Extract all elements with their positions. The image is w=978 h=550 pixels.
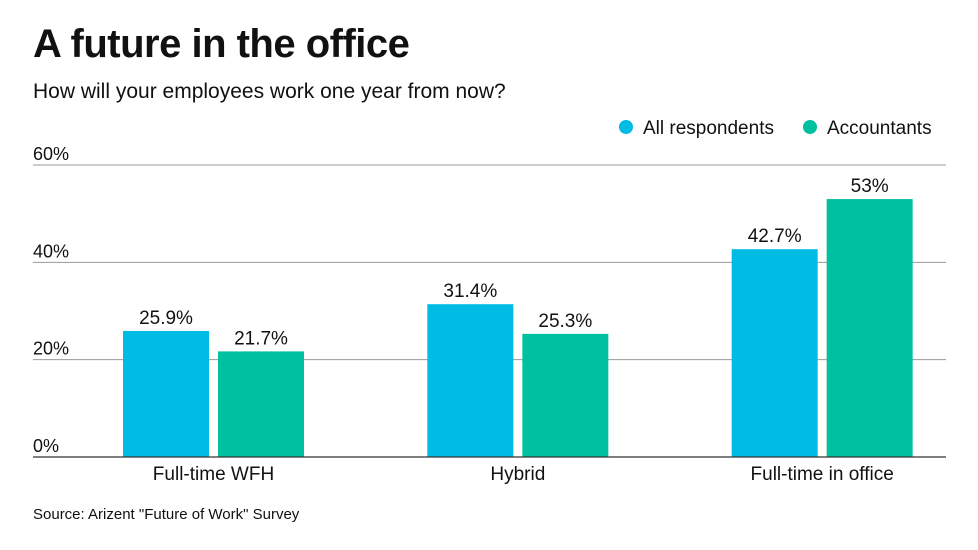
legend-marker: [803, 120, 817, 134]
legend-marker: [619, 120, 633, 134]
chart-title: A future in the office: [33, 22, 410, 66]
data-label: 25.3%: [538, 311, 592, 332]
x-category-label: Full-time in office: [751, 464, 894, 485]
y-tick-label: 0%: [33, 436, 59, 456]
data-label: 42.7%: [748, 226, 802, 247]
bar-all-respondents: [731, 249, 818, 457]
bar-all-respondents: [123, 330, 209, 457]
x-category-label: Full-time WFH: [153, 464, 274, 485]
y-tick-label: 60%: [33, 144, 69, 164]
y-tick-label: 20%: [33, 339, 69, 359]
data-label: 31.4%: [443, 281, 497, 302]
bar-accountants: [826, 199, 913, 458]
bar-accountants: [218, 351, 304, 457]
legend-label: Accountants: [827, 118, 932, 139]
y-tick-label: 40%: [33, 241, 69, 261]
data-label: 21.7%: [234, 328, 288, 349]
x-category-label: Hybrid: [490, 464, 545, 485]
data-label: 25.9%: [139, 308, 193, 329]
source-note: Source: Arizent "Future of Work" Survey: [33, 506, 300, 523]
bar-chart: 0% 20% 40% 60% 25.9% 21.7% Full-time WFH 31.4% 2…: [33, 118, 946, 485]
data-label: 53%: [851, 176, 889, 197]
chart-subtitle: How will your employees work one year fr…: [33, 80, 506, 103]
legend-label: All respondents: [643, 118, 774, 139]
bar-accountants: [522, 333, 609, 457]
bar-all-respondents: [427, 304, 514, 457]
